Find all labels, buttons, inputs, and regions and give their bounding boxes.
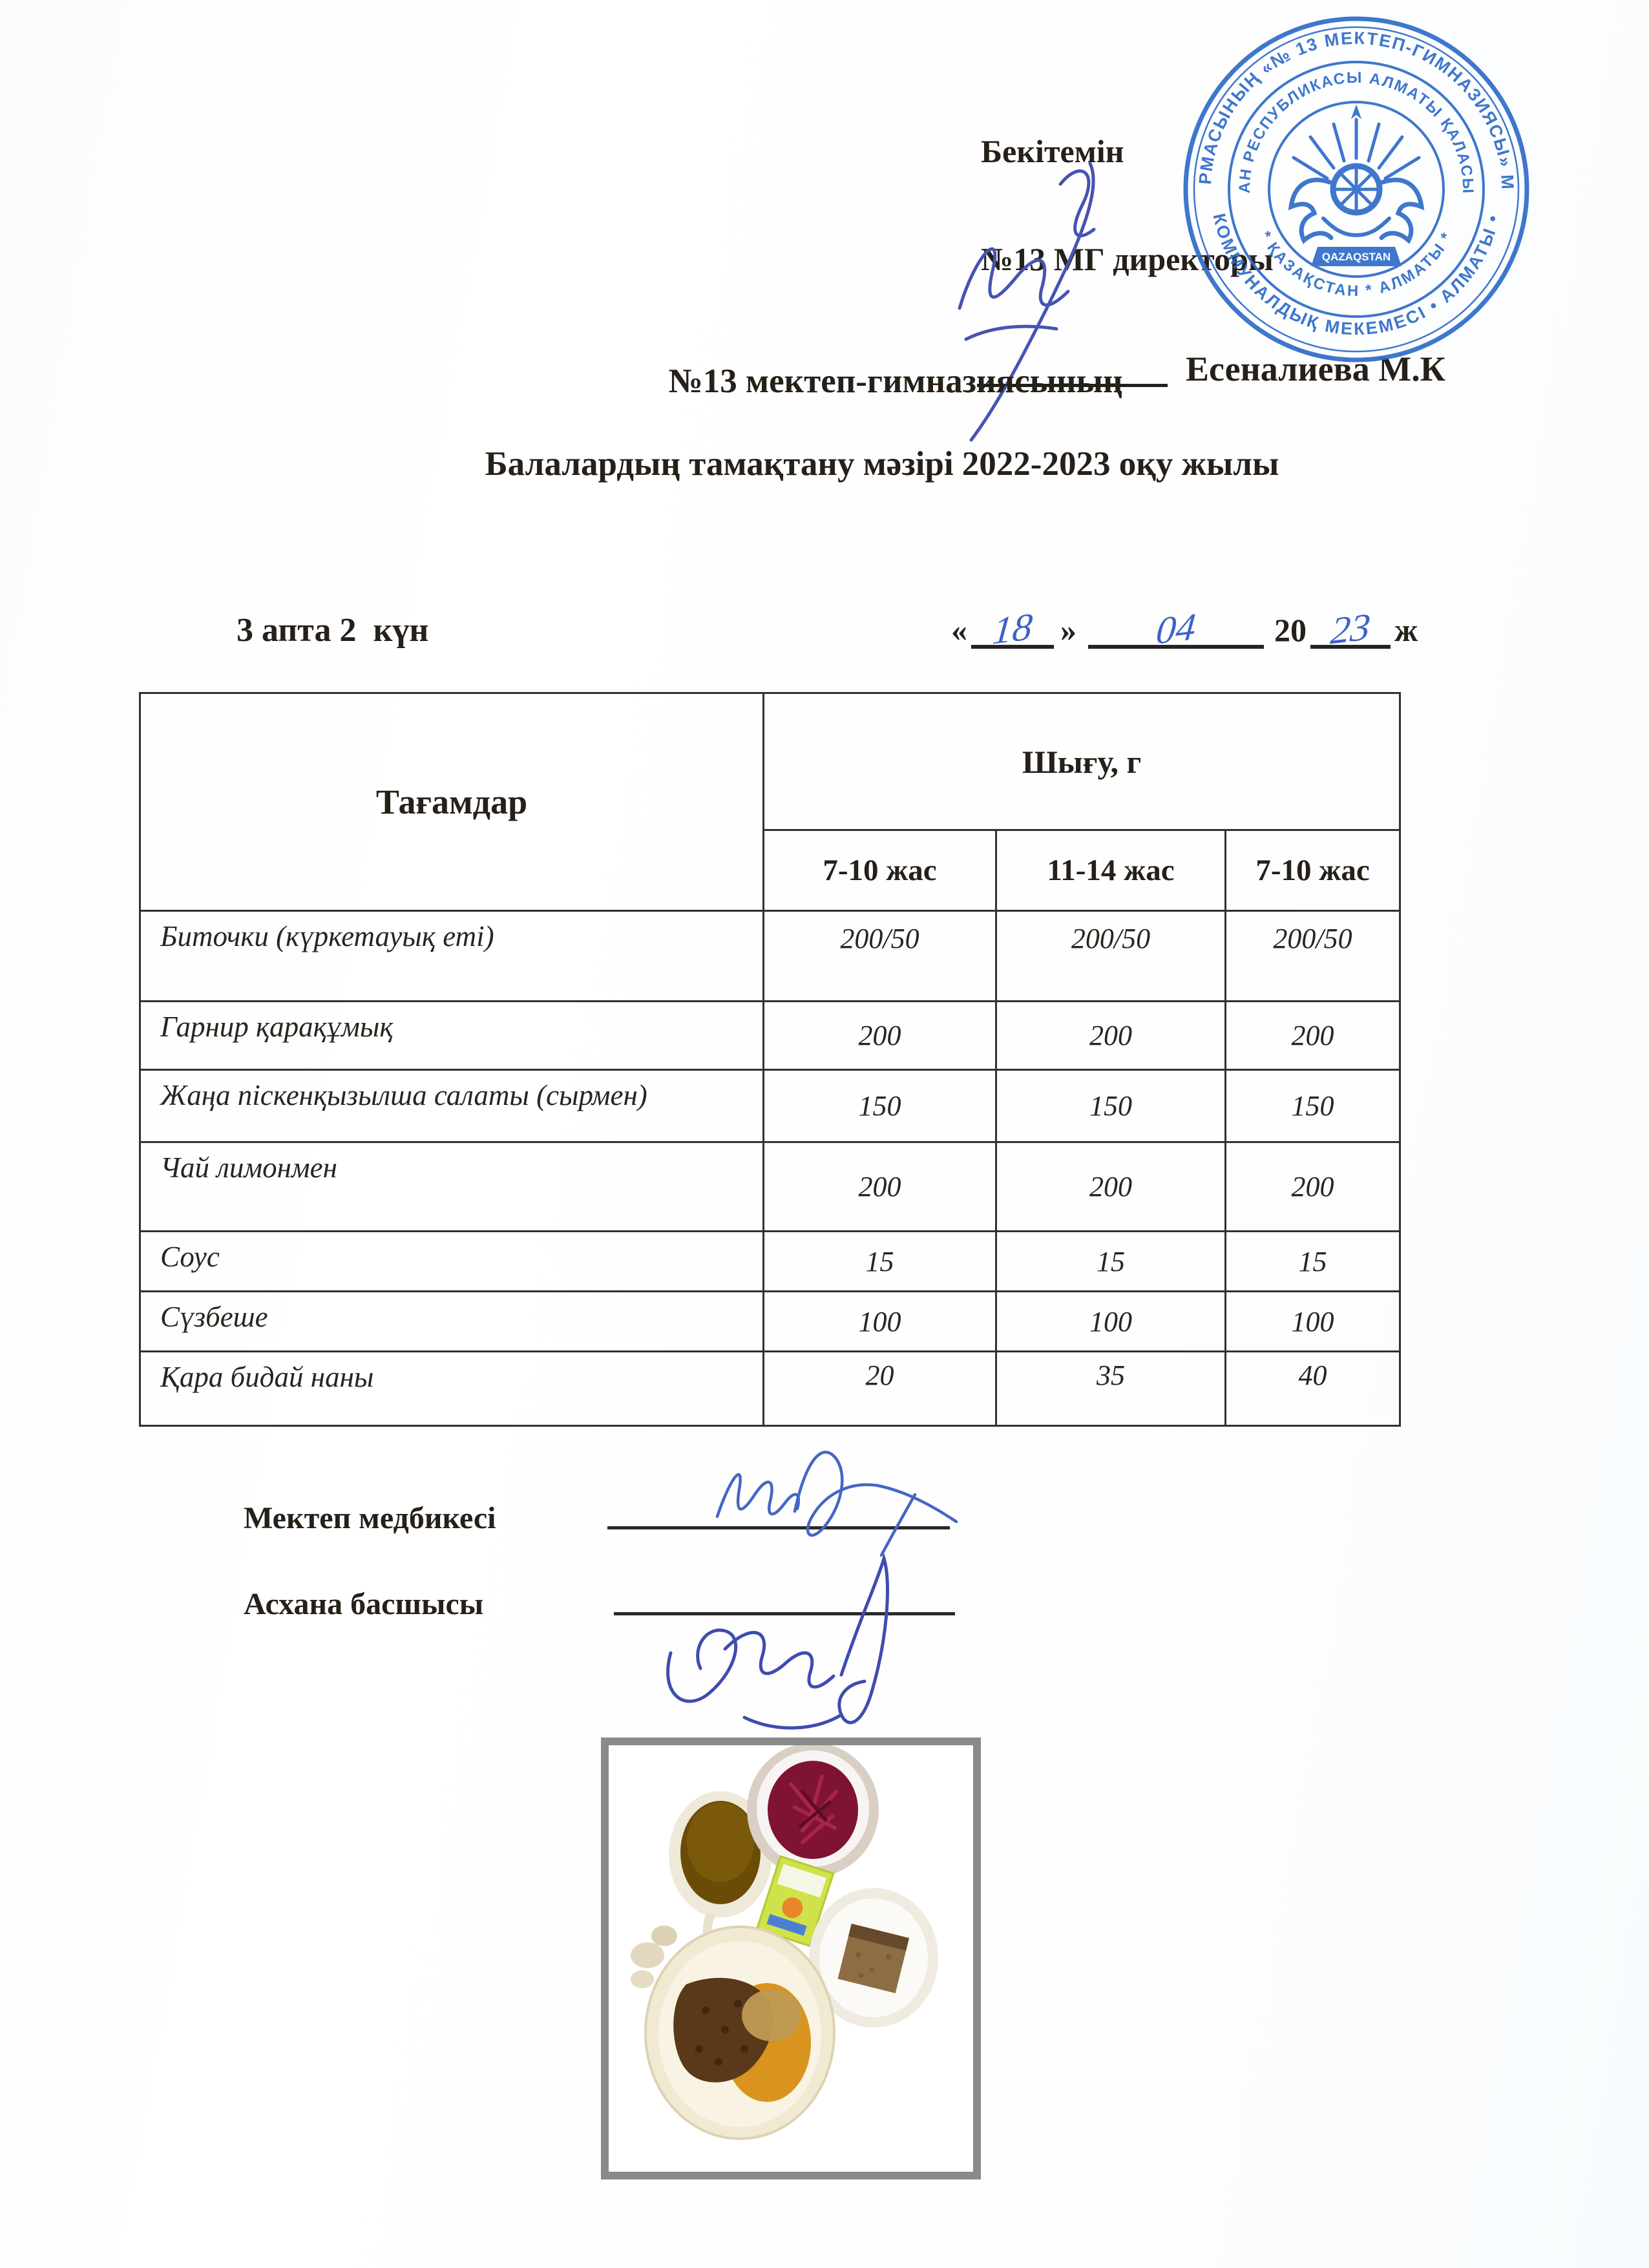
portion-value: 200/50 (1224, 910, 1402, 1002)
table-row: Гарнир қарақұмық 200 200 200 (139, 1000, 1402, 1071)
portion-value: 200 (1224, 1141, 1402, 1232)
approval-position: №13 МГ директоры (981, 241, 1274, 277)
dish-name: Сүзбеше (139, 1290, 764, 1352)
director-signature-icon (958, 162, 1096, 442)
portion-value: 35 (995, 1350, 1226, 1427)
bread-plate (809, 1888, 938, 2028)
year-blank-line: 23 (1310, 605, 1391, 652)
date-field: « 18 » 04 20 23 ж (951, 605, 1418, 653)
table-row: Қара бидай наны 20 35 40 (139, 1350, 1402, 1427)
column-header-age-1: 7-10 жас (762, 829, 997, 912)
table-row: Жаңа піскенқызылша салаты (сырмен) 150 1… (139, 1069, 1402, 1143)
portion-value: 15 (1224, 1230, 1402, 1292)
stamp-banner-text: QAZAQSTAN (1322, 251, 1391, 263)
canteen-head-signature-icon (666, 1553, 889, 1730)
portion-value: 200/50 (995, 910, 1226, 1002)
canteen-head-signature-line (614, 1612, 955, 1615)
approval-heading: Бекітемін (981, 133, 1124, 169)
table-row: Биточки (күркетауық еті) 200/50 200/50 2… (139, 910, 1402, 1002)
portion-value: 150 (995, 1069, 1226, 1143)
cheese-packet (755, 1854, 835, 1948)
handwritten-month: 04 (1154, 605, 1198, 653)
nurse-signature-label: Мектеп медбикесі (244, 1501, 496, 1535)
table-row: Чай лимонмен 200 200 200 (139, 1141, 1402, 1232)
page-title: №13 мектеп-гимназиясының (668, 362, 1123, 400)
portion-value: 200/50 (762, 910, 997, 1002)
portion-value: 200 (762, 1000, 997, 1071)
svg-text:КОММУНАЛДЫҚ МЕКЕМЕСІ • АЛМАТЫ: КОММУНАЛДЫҚ МЕКЕМЕСІ • АЛМАТЫ • (1209, 211, 1503, 339)
portion-value: 100 (762, 1290, 997, 1352)
dish-name: Жаңа піскенқызылша салаты (сырмен) (139, 1069, 764, 1143)
close-quote: » (1060, 612, 1077, 648)
portion-value: 150 (1224, 1069, 1402, 1143)
dish-name: Қара бидай наны (139, 1350, 764, 1427)
dish-name: Чай лимонмен (139, 1141, 764, 1232)
table-row: Сүзбеше 100 100 100 (139, 1290, 1402, 1352)
dish-name: Соус (139, 1230, 764, 1292)
month-blank-line: 04 (1088, 605, 1264, 652)
portion-value: 200 (762, 1141, 997, 1232)
portion-value: 200 (995, 1000, 1226, 1071)
approval-signature-row: Есеналиева М.К (977, 349, 1445, 389)
food-photo-illustration (609, 1745, 973, 2172)
stamp-outer-bottom-text: КОММУНАЛДЫҚ МЕКЕМЕСІ • АЛМАТЫ • (1209, 211, 1501, 339)
official-stamp-icon: БІЛІМ БАСҚАРМАСЫНЫҢ «№ 13 МЕКТЕП-ГИМНАЗИ… (1180, 13, 1529, 362)
page-subtitle: Балалардың тамақтану мәзірі 2022-2023 оқ… (485, 445, 1279, 483)
portion-value: 200 (1224, 1000, 1402, 1071)
menu-table: Тағамдар Шығу, г 7-10 жас 11-14 жас 7-10… (139, 692, 1402, 1427)
open-quote: « (951, 612, 967, 648)
portion-value: 20 (762, 1350, 997, 1427)
column-header-age-2: 11-14 жас (995, 829, 1226, 912)
portion-value: 200 (995, 1141, 1226, 1232)
portion-value: 150 (762, 1069, 997, 1143)
year-suffix: ж (1394, 612, 1418, 648)
menu-table-body: Биточки (күркетауық еті) 200/50 200/50 2… (139, 910, 1402, 1427)
nurse-signature-line (607, 1526, 950, 1529)
handwritten-year: 23 (1329, 605, 1372, 653)
column-header-output: Шығу, г (762, 692, 1402, 831)
handwritten-day: 18 (991, 605, 1035, 653)
main-dish-plate (644, 1926, 835, 2140)
beet-salad-bowl (747, 1745, 879, 1877)
portion-value: 100 (1224, 1290, 1402, 1352)
column-header-age-3: 7-10 жас (1224, 829, 1402, 912)
dish-name: Гарнир қарақұмық (139, 1000, 764, 1071)
stamp-emblem-icon (1288, 104, 1425, 266)
portion-value: 15 (995, 1230, 1226, 1292)
day-blank-line: 18 (971, 605, 1054, 652)
table-row: Соус 15 15 15 (139, 1230, 1402, 1292)
nurse-signature-icon (715, 1451, 958, 1557)
dish-name: Биточки (күркетауық еті) (139, 910, 764, 1002)
portion-value: 15 (762, 1230, 997, 1292)
food-photo (601, 1738, 981, 2179)
portion-value: 40 (1224, 1350, 1402, 1427)
column-header-dishes: Тағамдар (139, 692, 764, 912)
week-day-label: 3 апта 2 күн (236, 612, 429, 649)
portion-value: 100 (995, 1290, 1226, 1352)
canteen-head-signature-label: Асхана басшысы (244, 1587, 484, 1621)
signature-blank-line (977, 379, 1168, 387)
year-prefix: 20 (1274, 612, 1307, 648)
